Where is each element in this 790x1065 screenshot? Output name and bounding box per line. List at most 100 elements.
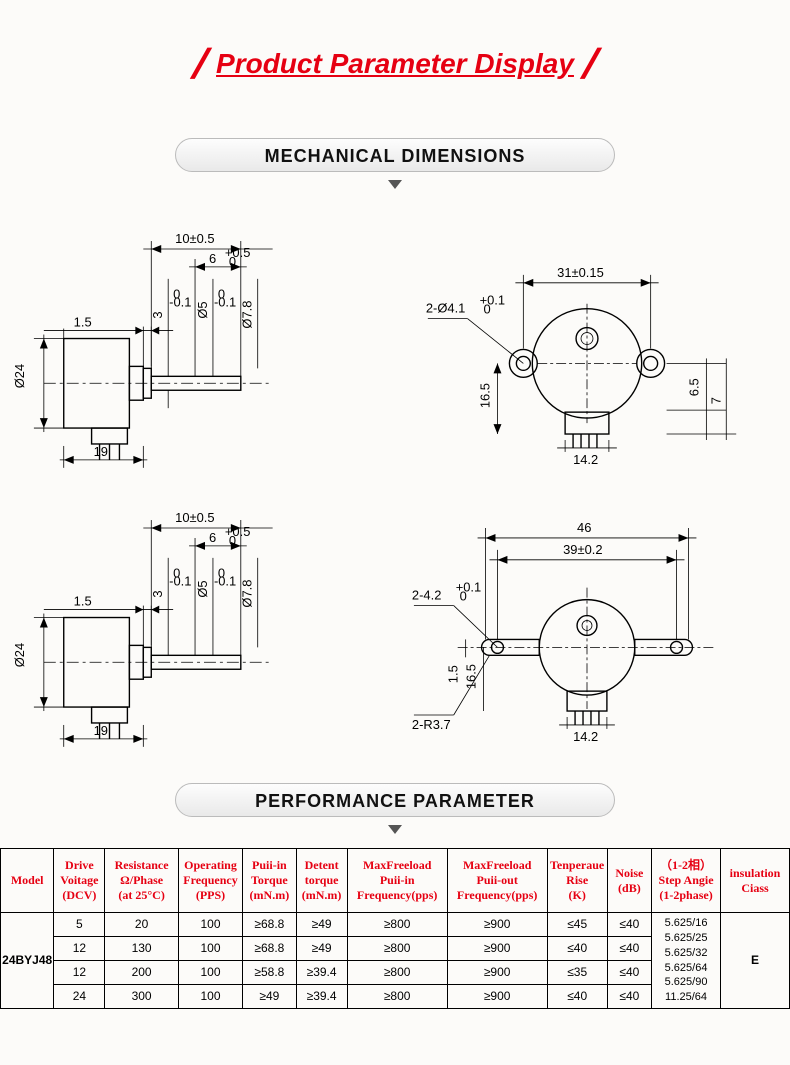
dim-15: 1.5	[74, 315, 92, 330]
dim-165a: 16.5	[478, 383, 493, 408]
table-cell: ≥900	[447, 913, 547, 937]
table-cell: 12	[54, 937, 105, 961]
slash-left-icon: /	[190, 40, 210, 88]
dim-10: 10±0.5	[175, 231, 214, 246]
dim-6-b: 6	[209, 530, 216, 545]
model-cell: 24BYJ48	[1, 913, 54, 1009]
table-header-row: ModelDriveVoitage(DCV)ResistanceΩ/Phase(…	[1, 849, 790, 913]
section-header-performance: PERFORMANCE PARAMETER	[175, 783, 615, 817]
table-cell: ≤40	[547, 985, 607, 1009]
table-cell: 100	[178, 985, 242, 1009]
table-cell: 100	[178, 937, 242, 961]
table-cell: ≥900	[447, 961, 547, 985]
dim-3tol: 0-0.1	[169, 287, 191, 310]
table-cell: 5	[54, 913, 105, 937]
dim-19-b: 19	[94, 723, 108, 738]
dim-3-b: 3	[150, 590, 165, 597]
side-view-b: Ø24 19 1.5 10±0.5 6 +0.50 3 0-0.1 Ø5 0-0…	[14, 488, 392, 757]
dim-d5tol-b: 0-0.1	[214, 566, 236, 589]
dim-b165: 16.5	[464, 664, 479, 689]
table-cell: ≤35	[547, 961, 607, 985]
dim-3: 3	[150, 311, 165, 318]
table-cell: 130	[105, 937, 178, 961]
table-cell: ≥800	[347, 913, 447, 937]
dim-d78-b: Ø7.8	[240, 580, 255, 608]
front-view-b: 46 39±0.2 2-4.2 +0.10 2-R3.7 1.5 16.5 14…	[398, 488, 776, 757]
dim-holes-b-tol: +0.10	[456, 580, 482, 604]
dim-15-b: 1.5	[74, 594, 92, 609]
page-title: / Product Parameter Display /	[0, 0, 790, 118]
table-cell: 12	[54, 961, 105, 985]
drawings-zone: Ø24 19 1.5 10±0.5 6 +0.50 3 0-0.1 Ø5 0-0…	[0, 203, 790, 763]
dim-holes-a: 2-Ø4.1	[426, 301, 466, 316]
table-header-cell: Model	[1, 849, 54, 913]
table-cell: ≥49	[296, 937, 347, 961]
dim-holes-b: 2-4.2	[412, 588, 441, 603]
table-cell: 24	[54, 985, 105, 1009]
dim-3tol-b: 0-0.1	[169, 566, 191, 589]
table-cell: 20	[105, 913, 178, 937]
dim-6: 6	[209, 251, 216, 266]
dim-d24: Ø24	[14, 364, 27, 388]
table-cell: ≤40	[547, 937, 607, 961]
dim-19: 19	[94, 444, 108, 459]
dim-d24-b: Ø24	[14, 643, 27, 667]
table-cell: ≤40	[607, 937, 651, 961]
table-header-cell: DriveVoitage(DCV)	[54, 849, 105, 913]
table-cell: ≥800	[347, 985, 447, 1009]
dim-6tol: +0.50	[225, 245, 251, 269]
dim-d78: Ø7.8	[240, 301, 255, 329]
dim-r37: 2-R3.7	[412, 717, 451, 732]
dim-d5-b: Ø5	[195, 580, 210, 597]
table-cell: ≥49	[243, 985, 296, 1009]
table-cell: ≤45	[547, 913, 607, 937]
dim-39: 39±0.2	[563, 542, 602, 557]
pointer-down-icon	[388, 180, 402, 189]
table-header-cell: TenperaueRise(K)	[547, 849, 607, 913]
dim-b15: 1.5	[446, 665, 461, 683]
dim-10-b: 10±0.5	[175, 510, 214, 525]
dim-65: 6.5	[686, 378, 701, 396]
performance-table: ModelDriveVoitage(DCV)ResistanceΩ/Phase(…	[0, 848, 790, 1009]
table-cell: ≤40	[607, 961, 651, 985]
table-cell: 100	[178, 913, 242, 937]
table-header-cell: MaxFreeloadPuii-inFrequency(pps)	[347, 849, 447, 913]
step-angle-cell: 5.625/165.625/255.625/325.625/645.625/90…	[652, 913, 721, 1009]
table-cell: 200	[105, 961, 178, 985]
dim-7: 7	[708, 397, 723, 404]
table-cell: ≥900	[447, 937, 547, 961]
dim-142b: 14.2	[573, 729, 598, 744]
table-cell: ≥900	[447, 985, 547, 1009]
dim-d5tol: 0-0.1	[214, 287, 236, 310]
pointer-down-icon-2	[388, 825, 402, 834]
slash-right-icon: /	[580, 40, 600, 88]
table-cell: ≥800	[347, 937, 447, 961]
table-cell: 100	[178, 961, 242, 985]
dim-46: 46	[577, 520, 591, 535]
table-header-cell: Detenttorque(mN.m)	[296, 849, 347, 913]
dim-142a: 14.2	[573, 452, 598, 467]
table-header-cell: Noise(dB)	[607, 849, 651, 913]
table-header-cell: OperatingFrequency(PPS)	[178, 849, 242, 913]
page-title-text: Product Parameter Display	[210, 48, 580, 79]
side-view-a: Ø24 19 1.5 10±0.5 6 +0.50 3 0-0.1 Ø5 0-0…	[14, 209, 392, 478]
table-cell: ≥68.8	[243, 913, 296, 937]
table-header-cell: MaxFreeloadPuii-outFrequency(pps)	[447, 849, 547, 913]
dim-6tol-b: +0.50	[225, 524, 251, 548]
table-cell: ≥39.4	[296, 961, 347, 985]
table-header-cell: Puii-inTorque(mN.m)	[243, 849, 296, 913]
table-cell: ≥49	[296, 913, 347, 937]
table-cell: ≥39.4	[296, 985, 347, 1009]
table-cell: ≥800	[347, 961, 447, 985]
table-cell: ≥68.8	[243, 937, 296, 961]
table-cell: ≤40	[607, 985, 651, 1009]
table-cell: ≤40	[607, 913, 651, 937]
dim-holes-a-tol: +0.10	[480, 293, 506, 317]
dim-d5: Ø5	[195, 301, 210, 318]
dim-31: 31±0.15	[557, 265, 604, 280]
table-header-cell: （1-2相）Step Angie(1-2phase)	[652, 849, 721, 913]
table-row: 24BYJ48520100≥68.8≥49≥800≥900≤45≤405.625…	[1, 913, 790, 937]
table-cell: 300	[105, 985, 178, 1009]
table-header-cell: ResistanceΩ/Phase(at 25°C)	[105, 849, 178, 913]
section-header-dimensions: MECHANICAL DIMENSIONS	[175, 138, 615, 172]
